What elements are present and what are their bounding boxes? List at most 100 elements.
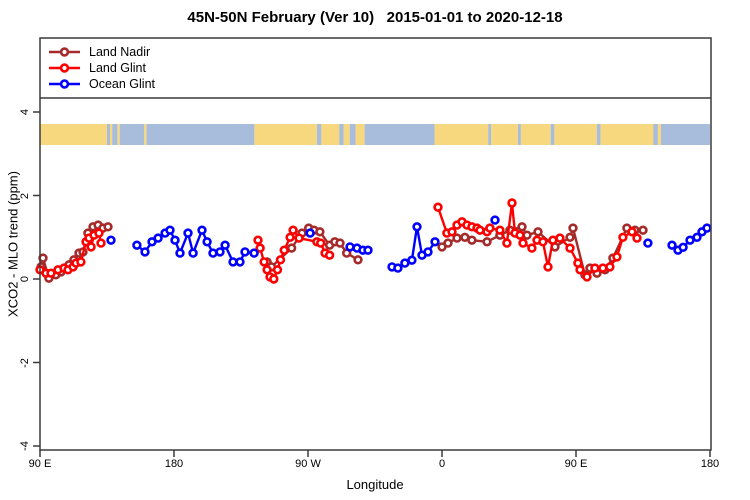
band-ocean-segment: [349, 124, 356, 145]
band-ocean-segment: [517, 124, 521, 145]
data-point-land-glint: [485, 223, 495, 233]
data-point-land-glint: [253, 235, 263, 245]
band-ocean-segment: [107, 124, 110, 145]
data-point-land-glint: [269, 274, 279, 284]
data-point-ocean-glint: [643, 238, 653, 248]
data-point-land-nadir: [638, 225, 648, 235]
data-point-land-nadir: [286, 243, 297, 253]
y-tick-label: -4: [19, 441, 31, 451]
data-point-land-nadir: [482, 237, 492, 247]
data-point-land-glint: [538, 237, 548, 247]
data-point-ocean-glint: [188, 248, 198, 258]
data-point-ocean-glint: [249, 248, 259, 258]
band-ocean-segment: [316, 124, 322, 145]
data-point-land-glint: [259, 257, 269, 267]
data-point-ocean-glint: [132, 240, 142, 250]
data-point-land-glint: [575, 265, 585, 275]
band-land-segment: [40, 124, 107, 145]
data-point-land-nadir: [103, 222, 113, 232]
band-land-segment: [600, 124, 654, 145]
band-ocean-segment: [596, 124, 601, 145]
plot-frame: [39, 37, 712, 451]
data-point-land-glint: [316, 238, 326, 248]
data-point-ocean-glint: [240, 247, 250, 257]
data-point-ocean-glint: [215, 247, 225, 257]
data-point-land-glint: [527, 243, 537, 253]
x-axis-title: Longitude: [346, 477, 404, 492]
data-point-ocean-glint: [692, 232, 702, 243]
data-point-land-glint: [433, 202, 443, 212]
band-land-segment: [254, 124, 317, 145]
legend-marker-land-glint: [59, 63, 70, 73]
data-point-land-glint: [96, 238, 106, 248]
data-point-ocean-glint: [423, 247, 433, 257]
data-point-ocean-glint: [305, 228, 315, 238]
y-tick-label: 0: [19, 275, 31, 283]
data-point-ocean-glint: [393, 263, 403, 273]
band-ocean-segment: [653, 124, 658, 145]
legend: [49, 47, 80, 89]
data-point-land-nadir: [568, 223, 578, 233]
data-point-land-nadir: [335, 238, 345, 248]
band-land-segment: [554, 124, 597, 145]
data-point-land-glint: [598, 263, 608, 273]
data-point-land-glint: [618, 232, 628, 243]
data-point-ocean-glint: [165, 225, 175, 235]
data-point-land-glint: [590, 263, 600, 273]
data-point-land-glint: [294, 233, 304, 243]
data-point-ocean-glint: [197, 225, 207, 235]
data-point-ocean-glint: [490, 215, 500, 225]
data-point-land-glint: [605, 262, 615, 272]
data-point-ocean-glint: [678, 242, 688, 253]
series-line-ocean-glint: [136, 227, 255, 264]
legend-label-land-glint: Land Glint: [89, 61, 146, 75]
band-ocean-segment: [550, 124, 555, 145]
data-point-land-glint: [288, 225, 298, 235]
data-point-land-glint: [76, 257, 86, 267]
data-point-land-glint: [495, 225, 505, 235]
data-point-land-glint: [255, 243, 265, 253]
band-land-segment: [520, 124, 551, 145]
y-tick-label: -2: [19, 357, 31, 368]
band-land-segment: [434, 124, 489, 145]
legend-label-ocean-glint: Ocean Glint: [89, 77, 156, 91]
legend-label-land-nadir: Land Nadir: [89, 45, 151, 59]
data-point-land-glint: [515, 230, 525, 240]
band-ocean-segment: [119, 124, 145, 145]
plot-border: [39, 37, 712, 451]
data-point-land-glint: [543, 262, 553, 272]
series-land-glint: [35, 198, 642, 284]
data-point-land-nadir: [565, 232, 575, 243]
series-ocean-glint: [106, 215, 712, 273]
data-point-land-glint: [285, 232, 295, 243]
data-point-land-nadir: [315, 227, 325, 237]
data-point-ocean-glint: [175, 248, 185, 258]
band-land-segment: [110, 124, 113, 145]
data-point-land-nadir: [452, 233, 462, 243]
data-point-land-glint: [324, 250, 335, 260]
data-point-ocean-glint: [430, 237, 440, 247]
legend-marker-ocean-glint: [59, 79, 70, 89]
data-point-ocean-glint: [140, 247, 150, 257]
band-ocean-segment: [112, 124, 118, 145]
data-point-land-nadir: [517, 222, 527, 232]
band-ocean-segment: [488, 124, 492, 145]
band-ocean-segment: [660, 124, 710, 145]
data-point-land-nadir: [443, 238, 453, 248]
data-point-ocean-glint: [183, 228, 193, 238]
band-land-segment: [491, 124, 518, 145]
y-tick-label: 4: [19, 108, 31, 116]
data-point-land-glint: [555, 233, 565, 243]
band-ocean-segment: [339, 124, 344, 145]
series-land-nadir: [36, 220, 648, 283]
data-point-land-glint: [502, 238, 512, 248]
data-point-ocean-glint: [345, 242, 355, 252]
band-land-segment: [343, 124, 350, 145]
data-point-land-glint: [507, 198, 517, 208]
band-land-segment: [144, 124, 147, 145]
band-land-segment: [355, 124, 365, 145]
x-tick-label: 90 E: [28, 458, 52, 470]
land-ocean-band: [40, 124, 710, 145]
data-point-land-glint: [46, 268, 56, 278]
